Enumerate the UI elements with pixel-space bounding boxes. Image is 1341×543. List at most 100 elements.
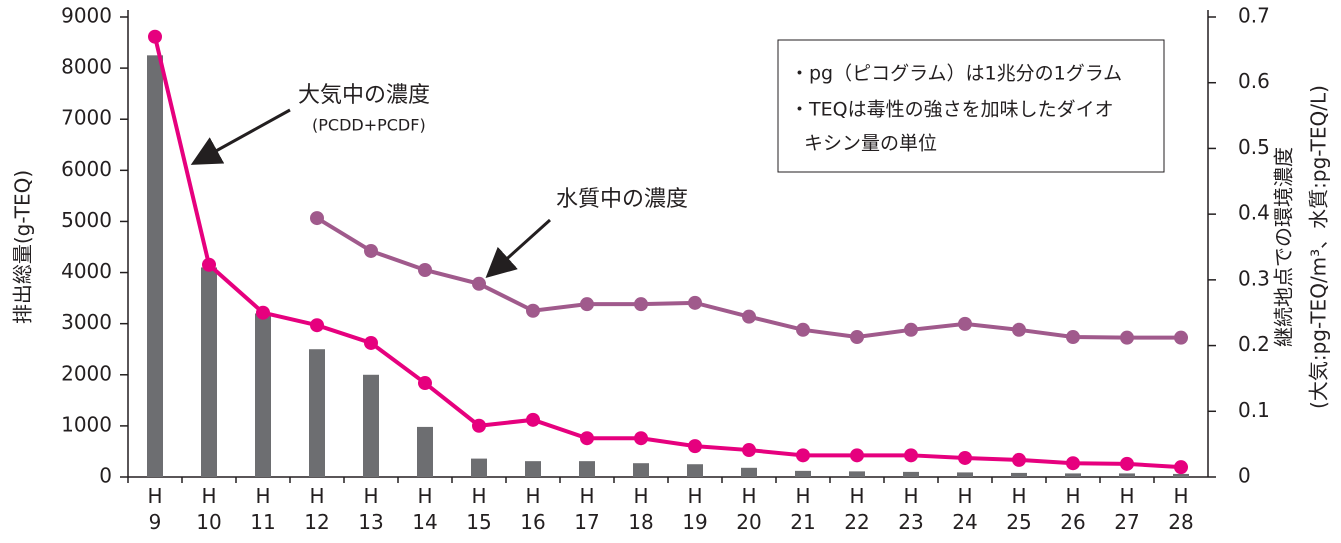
note: キシン量の単位 [804, 133, 937, 155]
point [958, 450, 972, 465]
y2-tick-label: 0.5 [1238, 135, 1270, 159]
y-tick-label: 4000 [61, 259, 112, 283]
y2-tick-label: 0.4 [1238, 201, 1270, 225]
point [904, 448, 918, 463]
y2-tick-label: 0.6 [1238, 69, 1270, 93]
note-box [777, 39, 1165, 173]
bar [1065, 473, 1081, 477]
point [634, 297, 648, 312]
bar [255, 313, 271, 477]
bar [579, 461, 595, 477]
point [1066, 330, 1080, 345]
point [148, 29, 162, 44]
annotation: 大気中の濃度 [298, 83, 430, 108]
point [742, 443, 756, 458]
x-tick-label: H 11 [250, 484, 275, 534]
point [850, 330, 864, 345]
point [580, 297, 594, 312]
x-tick-label: H 23 [898, 484, 923, 534]
bar [363, 374, 379, 477]
point [1174, 460, 1188, 475]
x-tick-label: H 25 [1006, 484, 1031, 534]
y-tick-label: 5000 [61, 208, 112, 232]
y2-tick-label: 0.1 [1238, 398, 1270, 422]
x-tick-label: H 17 [574, 484, 599, 534]
y-tick-label: 0 [99, 464, 112, 488]
x-tick-label: H 15 [466, 484, 491, 534]
bar [147, 55, 163, 477]
y-tick-label: 9000 [61, 4, 112, 28]
x-tick-label: H 19 [682, 484, 707, 534]
point [688, 439, 702, 454]
point [526, 303, 540, 318]
y-tick-label: 3000 [61, 310, 112, 334]
point [850, 448, 864, 463]
point [796, 448, 810, 463]
x-tick-label: H 22 [844, 484, 869, 534]
point [580, 431, 594, 446]
arrow [190, 108, 291, 165]
point [364, 243, 378, 258]
point [958, 316, 972, 331]
point [796, 322, 810, 337]
point [1120, 330, 1134, 345]
x-tick-label: H 27 [1114, 484, 1139, 534]
bar [957, 472, 973, 477]
bar [849, 471, 865, 477]
point [418, 263, 432, 277]
x-tick-label: H 14 [412, 484, 437, 534]
x-tick-label: H 26 [1060, 484, 1085, 534]
bar [741, 467, 757, 477]
point [1012, 452, 1026, 467]
point [1174, 330, 1188, 345]
y-tick-label: 7000 [61, 106, 112, 130]
note: ・pg（ピコグラム）は1兆分の1グラム [790, 63, 1122, 85]
line [153, 36, 1182, 470]
x-tick-label: H 12 [304, 484, 329, 534]
bar [1011, 472, 1027, 477]
arrow [485, 218, 552, 279]
y2-tick-label: 0.3 [1238, 266, 1270, 290]
point [364, 335, 378, 350]
x-tick-label: H 18 [628, 484, 653, 534]
x-tick-label: H 28 [1168, 484, 1193, 534]
bar [795, 470, 811, 477]
point [256, 305, 270, 320]
bar [1173, 473, 1189, 477]
bar [417, 426, 433, 477]
point [526, 412, 540, 427]
note: ・TEQは毒性の強さを加味したダイオ [790, 99, 1114, 121]
point [1120, 456, 1134, 471]
x-tick-label: H 21 [790, 484, 815, 534]
y2-tick-label: 0 [1238, 464, 1251, 488]
y-tick-label: 6000 [61, 157, 112, 181]
y2-tick-label: 0.7 [1238, 4, 1270, 28]
y-tick-label: 8000 [61, 55, 112, 79]
point [904, 322, 918, 337]
y2-axis-label: (大気:pg-TEQ/m³、水質:pg-TEQ/L) [1307, 85, 1331, 409]
point [472, 276, 486, 291]
x-tick-label: H 16 [520, 484, 545, 534]
y-tick-label: 2000 [61, 361, 112, 385]
x-tick-label: H 20 [736, 484, 761, 534]
bar [471, 458, 487, 477]
bar [309, 349, 325, 477]
point [472, 418, 486, 433]
y2-axis-label: 継続地点での環境濃度 [1272, 147, 1296, 347]
bar [201, 267, 217, 477]
annotation: 水質中の濃度 [556, 187, 688, 212]
x-tick-label: H 10 [196, 484, 221, 534]
point [310, 318, 324, 333]
point [1012, 322, 1026, 337]
point [202, 257, 216, 272]
y-axis-label: 排出総量(g-TEQ) [11, 170, 35, 324]
point [418, 376, 432, 391]
point [1066, 456, 1080, 471]
point [688, 295, 702, 310]
y2-tick-label: 0.2 [1238, 332, 1270, 356]
bar [633, 463, 649, 477]
bar [525, 461, 541, 477]
bar [1119, 473, 1135, 477]
y-tick-label: 1000 [61, 412, 112, 436]
